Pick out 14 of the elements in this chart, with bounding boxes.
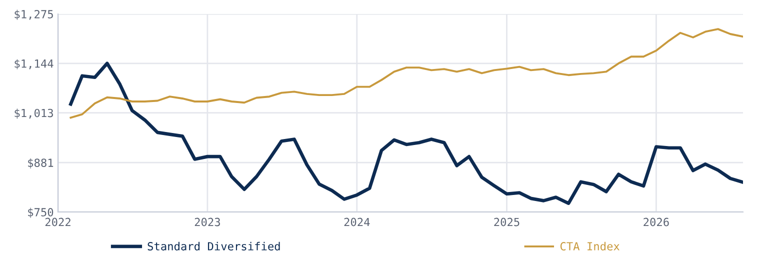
legend-label: Standard Diversified [148, 242, 280, 250]
line-series [70, 28, 743, 119]
y-tick-label: $1,144 [14, 59, 54, 70]
legend-label: CTA Index [560, 242, 620, 250]
y-tick-label: $750 [28, 208, 54, 218]
line-series [69, 62, 743, 205]
x-tick-label: 2026 [644, 218, 669, 226]
x-tick-label: 2025 [494, 218, 520, 226]
x-tick-label: 2022 [45, 218, 70, 226]
x-tick-label: 2023 [194, 218, 220, 226]
y-tick-label: $1,275 [14, 10, 53, 20]
y-tick-label: $881 [28, 158, 54, 168]
y-tick-label: $1,013 [14, 108, 53, 119]
x-tick-label: 2024 [344, 218, 370, 226]
